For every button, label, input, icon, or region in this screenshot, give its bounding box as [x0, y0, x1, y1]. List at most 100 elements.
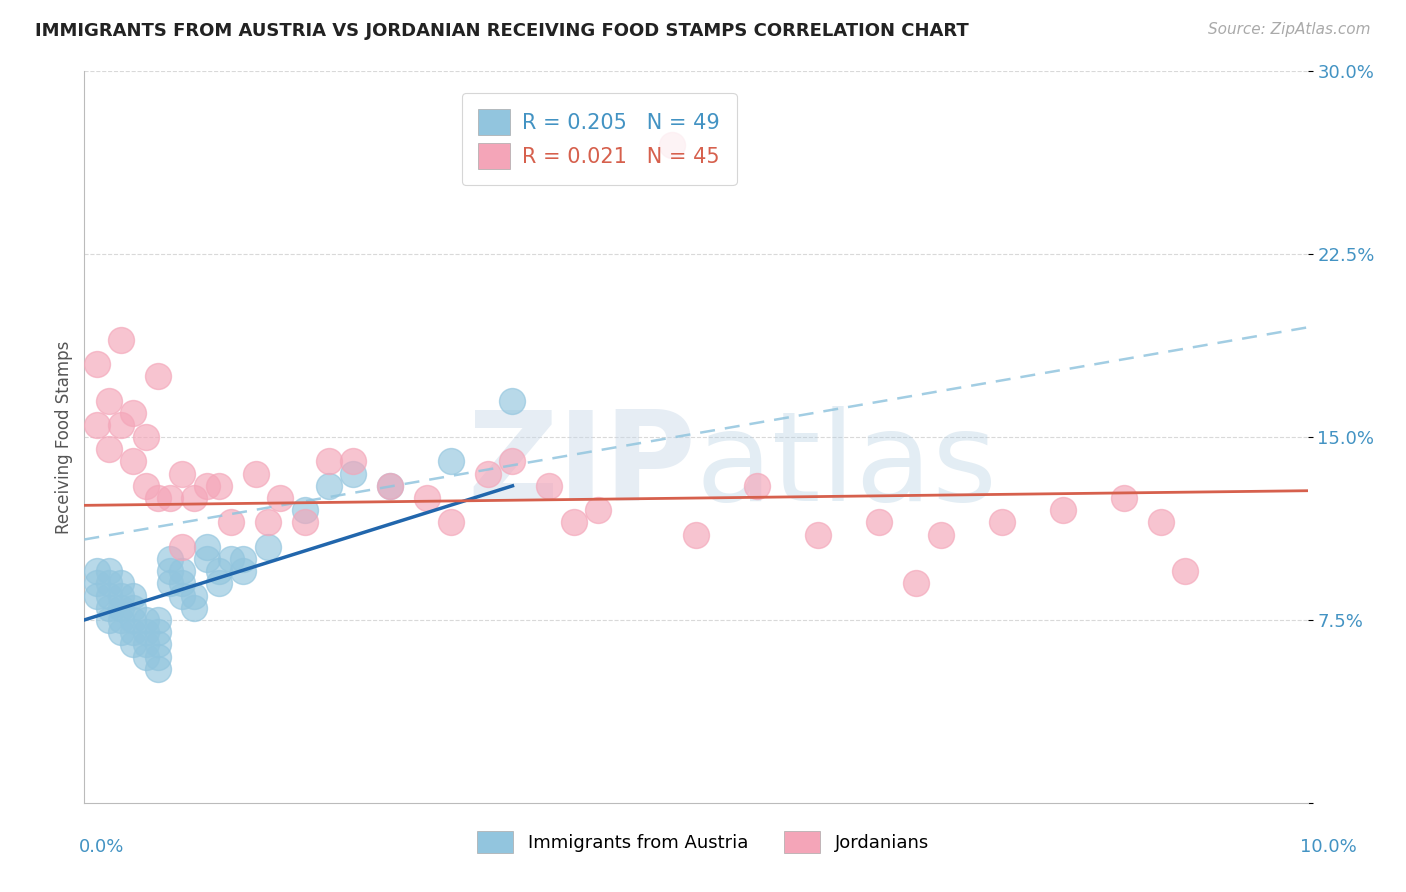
- Point: [195, 552, 218, 566]
- Point: [146, 491, 169, 505]
- Point: [245, 467, 267, 481]
- Point: [208, 564, 231, 578]
- Point: [122, 600, 145, 615]
- Point: [502, 454, 524, 468]
- Point: [110, 576, 132, 591]
- Legend: R = 0.205   N = 49, R = 0.021   N = 45: R = 0.205 N = 49, R = 0.021 N = 45: [461, 93, 737, 186]
- Point: [440, 516, 463, 530]
- Point: [318, 454, 340, 468]
- Point: [172, 564, 194, 578]
- Text: 0.0%: 0.0%: [79, 838, 124, 855]
- Point: [122, 637, 145, 651]
- Point: [747, 479, 769, 493]
- Point: [183, 491, 205, 505]
- Point: [135, 649, 157, 664]
- Y-axis label: Receiving Food Stamps: Receiving Food Stamps: [55, 341, 73, 533]
- Point: [905, 576, 928, 591]
- Point: [86, 589, 108, 603]
- Point: [86, 576, 108, 591]
- Point: [122, 454, 145, 468]
- Point: [929, 527, 952, 541]
- Point: [146, 662, 169, 676]
- Point: [195, 540, 218, 554]
- Point: [294, 516, 316, 530]
- Point: [146, 369, 169, 384]
- Point: [122, 406, 145, 420]
- Point: [502, 393, 524, 408]
- Point: [477, 467, 499, 481]
- Point: [159, 552, 181, 566]
- Point: [97, 442, 120, 457]
- Point: [661, 137, 683, 152]
- Point: [269, 491, 291, 505]
- Point: [807, 527, 830, 541]
- Point: [183, 600, 205, 615]
- Point: [257, 540, 280, 554]
- Point: [159, 576, 181, 591]
- Point: [110, 417, 132, 432]
- Point: [685, 527, 707, 541]
- Point: [183, 589, 205, 603]
- Point: [110, 613, 132, 627]
- Point: [1114, 491, 1136, 505]
- Point: [380, 479, 402, 493]
- Point: [146, 613, 169, 627]
- Point: [86, 564, 108, 578]
- Point: [172, 467, 194, 481]
- Point: [135, 430, 157, 444]
- Point: [538, 479, 561, 493]
- Point: [110, 333, 132, 347]
- Point: [159, 564, 181, 578]
- Text: atlas: atlas: [696, 406, 998, 527]
- Point: [440, 454, 463, 468]
- Point: [318, 479, 340, 493]
- Point: [146, 637, 169, 651]
- Point: [135, 637, 157, 651]
- Point: [110, 589, 132, 603]
- Point: [257, 516, 280, 530]
- Point: [97, 589, 120, 603]
- Point: [97, 600, 120, 615]
- Point: [86, 357, 108, 371]
- Point: [135, 625, 157, 640]
- Point: [219, 552, 242, 566]
- Point: [172, 589, 194, 603]
- Point: [122, 589, 145, 603]
- Point: [195, 479, 218, 493]
- Point: [97, 393, 120, 408]
- Point: [208, 479, 231, 493]
- Text: ZIP: ZIP: [467, 406, 696, 527]
- Point: [97, 576, 120, 591]
- Point: [110, 600, 132, 615]
- Point: [342, 454, 364, 468]
- Point: [232, 564, 254, 578]
- Point: [380, 479, 402, 493]
- Point: [110, 625, 132, 640]
- Point: [122, 625, 145, 640]
- Point: [172, 540, 194, 554]
- Point: [991, 516, 1014, 530]
- Point: [122, 613, 145, 627]
- Point: [135, 613, 157, 627]
- Point: [208, 576, 231, 591]
- Point: [135, 479, 157, 493]
- Point: [342, 467, 364, 481]
- Point: [586, 503, 609, 517]
- Point: [97, 613, 120, 627]
- Legend: Immigrants from Austria, Jordanians: Immigrants from Austria, Jordanians: [470, 824, 936, 861]
- Point: [219, 516, 242, 530]
- Point: [146, 649, 169, 664]
- Point: [159, 491, 181, 505]
- Point: [562, 516, 585, 530]
- Point: [172, 576, 194, 591]
- Point: [232, 552, 254, 566]
- Point: [416, 491, 439, 505]
- Point: [294, 503, 316, 517]
- Point: [1052, 503, 1074, 517]
- Point: [86, 417, 108, 432]
- Text: IMMIGRANTS FROM AUSTRIA VS JORDANIAN RECEIVING FOOD STAMPS CORRELATION CHART: IMMIGRANTS FROM AUSTRIA VS JORDANIAN REC…: [35, 22, 969, 40]
- Point: [869, 516, 891, 530]
- Text: Source: ZipAtlas.com: Source: ZipAtlas.com: [1208, 22, 1371, 37]
- Point: [1150, 516, 1173, 530]
- Text: 10.0%: 10.0%: [1301, 838, 1357, 855]
